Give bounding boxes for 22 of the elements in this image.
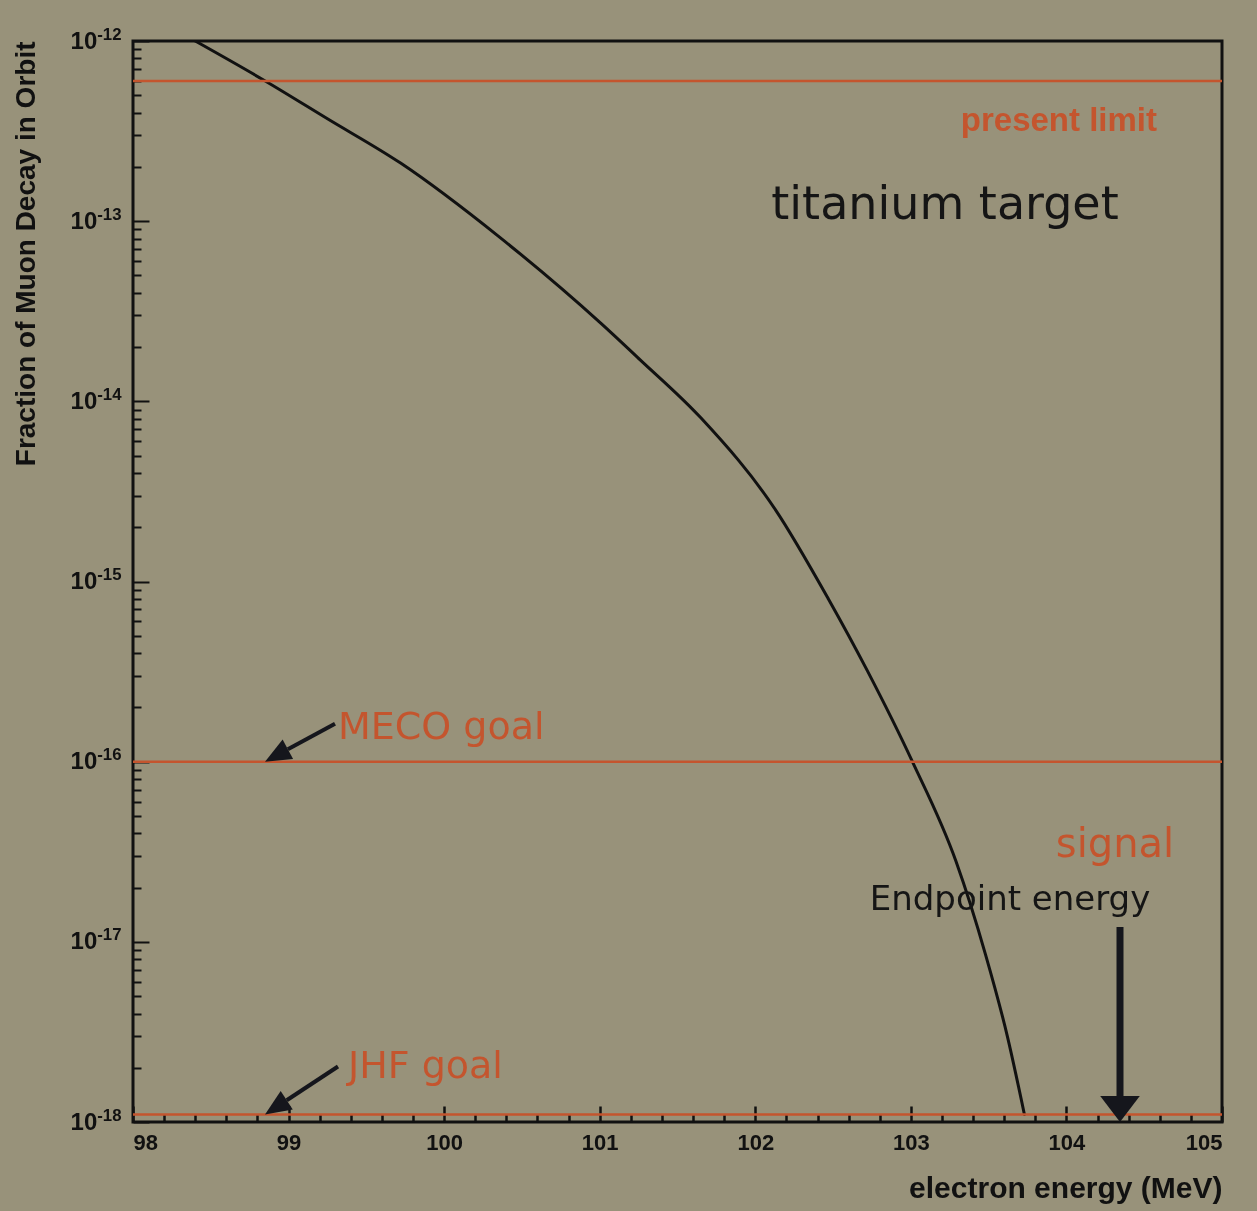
x-tick-label: 101 xyxy=(581,1129,619,1155)
x-tick-label: 102 xyxy=(737,1129,775,1155)
x-tick-label: 99 xyxy=(276,1129,302,1155)
ref-line-label: JHF goal xyxy=(346,1042,503,1087)
x-tick-label: 100 xyxy=(426,1129,463,1155)
y-axis-title: Fraction of Muon Decay in Orbit xyxy=(9,41,41,467)
x-tick-label: 105 xyxy=(1185,1129,1223,1155)
annotation: titanium target xyxy=(771,176,1119,230)
x-tick-label: 103 xyxy=(893,1129,930,1155)
y-tick-label: 10$^{-17}$ xyxy=(70,924,122,955)
y-tick-label: 10$^{-16}$ xyxy=(70,744,122,775)
y-tick-label: 10$^{-15}$ xyxy=(70,564,122,594)
y-tick-label: 10$^{-13}$ xyxy=(70,204,122,234)
x-tick-label: 104 xyxy=(1048,1129,1087,1155)
x-tick-label: 98 xyxy=(133,1129,158,1155)
ref-line-label: present limit xyxy=(960,100,1157,138)
annotation: signal xyxy=(1055,820,1175,866)
ref-line-label: MECO goal xyxy=(338,703,545,748)
y-tick-label: 10$^{-12}$ xyxy=(70,24,122,54)
y-tick-label: 10$^{-18}$ xyxy=(70,1105,122,1135)
x-axis-title: electron energy (MeV) xyxy=(909,1170,1223,1204)
y-tick-label: 10$^{-14}$ xyxy=(70,384,123,414)
